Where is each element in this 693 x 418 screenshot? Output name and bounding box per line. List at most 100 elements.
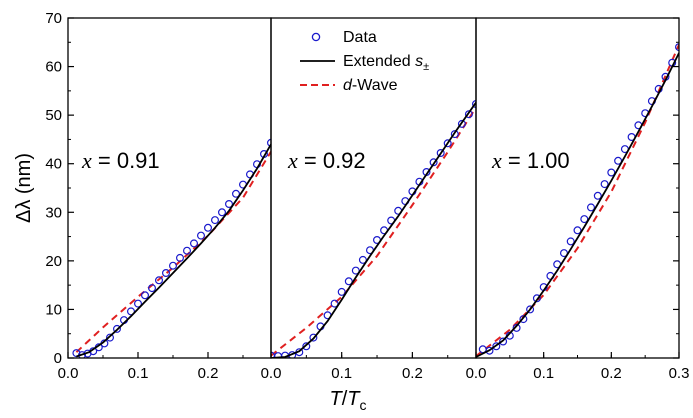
legend-label-prefix: d [343,77,353,94]
x-tick-label: 0.3 [669,365,690,382]
data-point [134,299,143,308]
data-point [472,100,476,108]
data-point [211,216,220,225]
data-point [485,346,494,355]
data-point [573,226,582,235]
data-point [607,168,616,177]
y-tick-label: 30 [45,204,62,221]
y-tick-label: 50 [45,107,62,124]
data-point [155,276,164,285]
data-point [457,119,466,128]
dwave-line-panel-3 [476,44,679,357]
data-point [190,239,199,248]
panel-label-variable: x [81,148,92,173]
panel-label-2: x = 0.92 [287,148,366,173]
panel-1-series [72,138,271,358]
y-axis-label: Δλ (nm) [13,153,35,223]
panel-3-series [476,43,679,358]
legend-label: Data [343,29,377,46]
legend-label: Extended s± [343,53,429,73]
data-point [593,191,602,200]
x-tick-label: 0.1 [533,365,554,382]
legend-label-subscript: ± [423,61,429,73]
panel-label-3: x = 1.00 [491,148,570,173]
y-tick-label: 40 [45,156,62,173]
y-tick-label: 60 [45,59,62,76]
legend-label-text: -Wave [352,77,398,94]
x-tick-label: 0.0 [261,365,282,382]
data-point [519,315,528,324]
x-tick-label: 0.2 [601,365,622,382]
y-tick-label: 10 [45,301,62,318]
data-point [141,291,150,300]
x-label-main: T [330,388,344,410]
x-axis-label: T/Tc [330,388,367,413]
data-point [344,277,353,286]
data-point [450,130,459,139]
data-point [204,223,213,232]
legend: Data Extended s± d-Wave [300,29,429,94]
y-tick-label: 0 [54,350,62,367]
data-point [436,149,445,158]
x-tick-label: 0.2 [402,365,423,382]
x-label-sep: / [342,388,348,410]
x-tick-label: 0.2 [198,365,219,382]
legend-entry-1: Data [311,29,377,46]
panel-3-frame [475,17,680,359]
data-point [112,324,121,333]
data-point [337,287,346,296]
data-point [464,110,473,119]
panel-label-variable: x [287,148,298,173]
data-point [526,305,535,314]
legend-entry-3: d-Wave [300,77,398,94]
data-point [566,237,575,246]
data-point [443,139,452,148]
data-point [586,203,595,212]
data-point [600,180,609,189]
legend-label-italic: s [415,53,423,70]
data-point [197,231,206,240]
x-label-main-2: T [347,388,361,410]
extended-line-panel-3 [476,52,679,358]
legend-label-text: Data [343,29,377,46]
x-tick-label: 0.1 [128,365,149,382]
x-tick-label: 0.0 [58,365,79,382]
data-point [148,284,157,293]
data-point [176,253,185,262]
extended-line-panel-2 [271,101,476,358]
panel-label-value: = 0.92 [298,148,366,173]
data-point [429,158,438,167]
extended-line-panel-1 [76,143,271,358]
legend-label-text: Extended [343,53,415,70]
panel-label-1: x = 0.91 [81,148,160,173]
data-point [183,246,192,255]
x-label-subscript: c [360,397,367,413]
y-tick-label: 20 [45,253,62,270]
data-point [351,266,360,275]
legend-entry-2: Extended s± [300,53,429,73]
data-point [267,138,271,147]
data-point [309,333,318,342]
data-point [580,215,589,224]
data-point [169,261,178,270]
data-point [532,294,541,303]
data-point [358,255,367,264]
dwave-line-panel-2 [271,106,476,357]
panel-label-value: = 0.91 [92,148,160,173]
data-point [218,208,227,217]
data-point [302,342,311,351]
panel-label-value: = 1.00 [502,148,570,173]
data-point [499,337,508,346]
panel-label-variable: x [491,148,502,173]
data-point [330,299,339,308]
legend-label: d-Wave [343,77,398,94]
data-point [162,269,171,278]
data-point [105,333,114,342]
x-tick-label: 0.0 [466,365,487,382]
panel-2-series [271,100,476,358]
panel-1-frame [67,17,272,359]
data-point [225,200,234,209]
data-point [232,189,241,198]
